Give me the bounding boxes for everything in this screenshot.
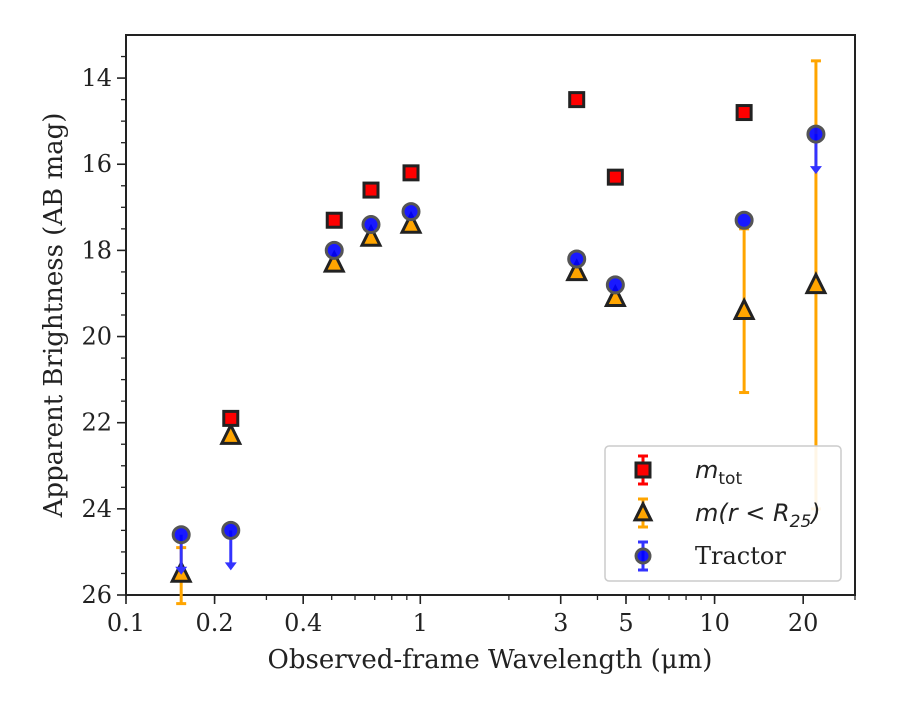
square-point	[402, 164, 420, 182]
y-axis-label: Apparent Brightness (AB mag)	[39, 113, 69, 519]
x-tick-label: 0.1	[107, 609, 145, 637]
y-tick-label: 20	[81, 323, 112, 351]
x-axis-label: Observed-frame Wavelength (μm)	[268, 645, 713, 675]
triangle-point	[399, 210, 423, 234]
y-tick-label: 16	[81, 150, 112, 178]
x-tick-label: 3	[553, 609, 568, 637]
y-tick-label: 22	[81, 409, 112, 437]
x-tick-label: 20	[788, 609, 819, 637]
square-point	[222, 409, 240, 427]
x-tick-label: 10	[699, 609, 730, 637]
triangle-point	[565, 258, 589, 282]
legend-label: m(r < R25)	[695, 499, 821, 532]
legend-label: mtot	[695, 456, 742, 489]
square-point	[325, 211, 343, 229]
axes-layer: 0.1 0.2 0.4 1 3 5 10 20 14 16 18 20 22 24 26	[81, 34, 856, 637]
upper-limit-arrowhead	[175, 566, 188, 575]
circle-point	[567, 249, 587, 269]
x-tick-label: 1	[413, 609, 428, 637]
triangle-point	[219, 421, 243, 445]
triangle-point	[359, 223, 383, 247]
legend-box	[604, 445, 842, 582]
legend-marker-triangle	[632, 500, 654, 522]
circle-point	[221, 520, 241, 540]
upper-limit-arrowhead	[809, 166, 822, 175]
circle-point	[324, 240, 344, 260]
circle-point	[401, 202, 421, 222]
legend-marker-square	[634, 461, 652, 479]
data-layer	[169, 59, 828, 606]
x-tick-label: 0.4	[284, 609, 322, 637]
legend-label: Tractor	[695, 542, 786, 570]
y-tick-label: 18	[81, 236, 112, 264]
square-point	[735, 104, 753, 122]
upper-limit-arrowhead	[224, 562, 237, 571]
x-tick-label: 5	[618, 609, 633, 637]
triangle-point	[804, 271, 828, 295]
square-point	[362, 181, 380, 199]
y-tick-label: 24	[81, 495, 112, 523]
legend-marker-circle	[634, 547, 652, 565]
circle-point	[171, 525, 191, 545]
circle-point	[734, 210, 754, 230]
legend: mtot m(r < R25) Tractor	[604, 445, 842, 582]
triangle-point	[603, 284, 627, 308]
y-tick-label: 26	[81, 581, 112, 609]
square-point	[568, 91, 586, 109]
x-tick-label: 0.2	[196, 609, 234, 637]
circle-point	[806, 124, 826, 144]
circle-point	[361, 215, 381, 235]
square-point	[606, 168, 624, 186]
triangle-point	[732, 296, 756, 320]
triangle-point	[322, 249, 346, 273]
circle-point	[605, 275, 625, 295]
y-tick-label: 14	[81, 64, 112, 92]
